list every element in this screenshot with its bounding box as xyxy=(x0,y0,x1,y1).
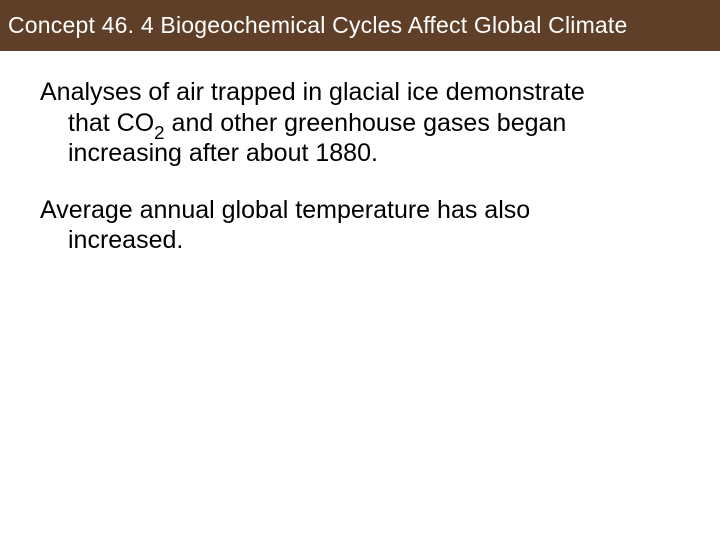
p2-line1: Average annual global temperature has al… xyxy=(40,196,530,224)
p1-line2: that CO2 and other greenhouse gases bega… xyxy=(46,108,680,139)
p1-line3: increasing after about 1880. xyxy=(46,138,680,169)
p1-l2-sub: 2 xyxy=(154,122,164,143)
header-title: Concept 46. 4 Biogeochemical Cycles Affe… xyxy=(8,12,628,38)
slide-header: Concept 46. 4 Biogeochemical Cycles Affe… xyxy=(0,0,720,51)
p1-line1: Analyses of air trapped in glacial ice d… xyxy=(40,78,585,106)
paragraph-2: Average annual global temperature has al… xyxy=(40,195,680,256)
paragraph-1: Analyses of air trapped in glacial ice d… xyxy=(40,77,680,169)
slide-body: Analyses of air trapped in glacial ice d… xyxy=(0,51,720,256)
p2-line2: increased. xyxy=(46,225,680,256)
p1-l2-pre: that CO xyxy=(68,109,154,137)
p2-l2-pre: increased. xyxy=(68,226,183,254)
p1-l2-post: and other greenhouse gases began xyxy=(165,109,567,137)
